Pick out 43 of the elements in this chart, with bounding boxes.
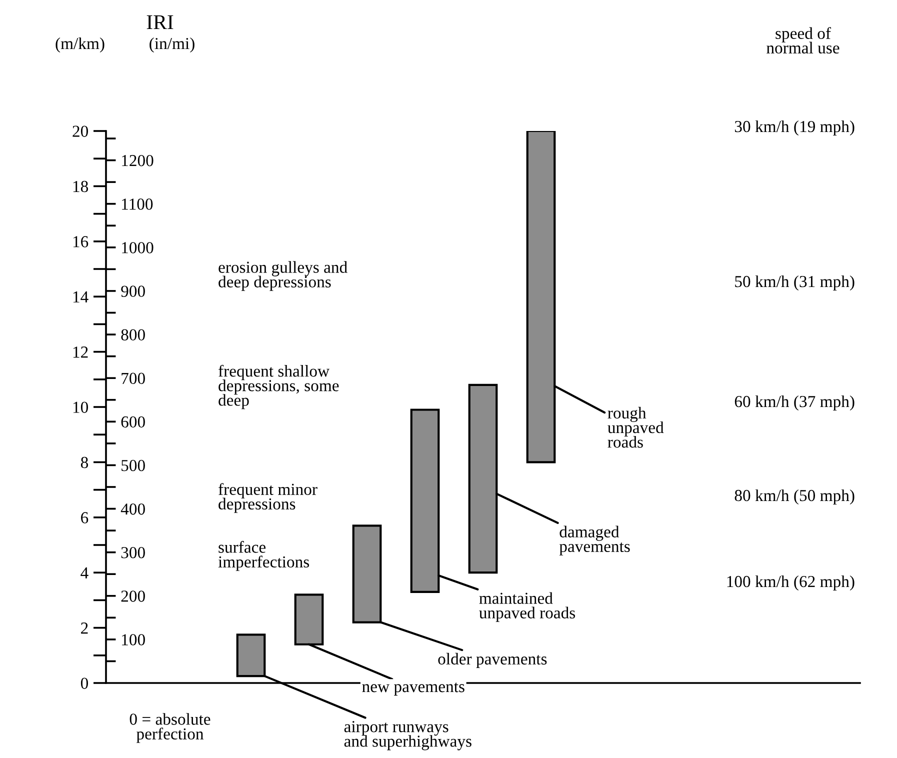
y2-tick-label: 200 <box>121 590 145 602</box>
text: speed of normal use <box>766 27 840 54</box>
annotation: maintained unpaved roads <box>479 592 576 622</box>
annotation: 80 km/h (50 mph) <box>734 489 854 505</box>
y-tick-label: 4 <box>80 567 88 578</box>
y2-tick-label: 100 <box>122 634 145 646</box>
annotation: older pavements <box>438 652 547 668</box>
y-axis-title: (m/km) <box>56 37 104 53</box>
annotation: surface imperfections <box>218 540 310 571</box>
y-tick-label: 0 <box>80 678 88 689</box>
y2-tick-label: 900 <box>121 286 145 297</box>
y-tick-label: 20 <box>72 126 88 137</box>
annotation: 60 km/h (37 mph) <box>734 395 854 411</box>
annotation: rough unpaved roads <box>608 406 664 448</box>
annotation: 30 km/h (19 mph) <box>734 120 854 136</box>
annotation: frequent minor depressions <box>218 483 318 513</box>
y2-tick-label: 400 <box>120 503 145 515</box>
y2-tick-label: 800 <box>121 329 145 340</box>
y-tick-label: 2 <box>81 622 88 634</box>
y2-tick-label: 300 <box>121 547 145 558</box>
y2-axis-title: (in/mi) <box>150 37 194 53</box>
y-tick-label: 14 <box>73 291 88 302</box>
chart-title: IRI <box>146 15 174 30</box>
text: 0 = absolute perfection <box>130 713 210 743</box>
y2-tick-label: 600 <box>121 416 145 428</box>
annotation: erosion gulleys and deep depressions <box>218 261 348 291</box>
y-tick-label: 8 <box>80 456 88 468</box>
y2-tick-label: 1100 <box>122 198 153 210</box>
annotation: 100 km/h (62 mph) <box>727 575 854 591</box>
y2-tick-label: 500 <box>122 460 145 472</box>
annotation: damaged pavements <box>559 526 630 556</box>
y-tick-label: 18 <box>73 180 88 192</box>
annotation: frequent shallow depressions, some deep <box>218 364 339 410</box>
y2-tick-label: 700 <box>122 372 145 384</box>
y2-tick-label: 1000 <box>122 242 154 254</box>
text: airport runways and superhighways <box>344 721 472 750</box>
y-tick-label: 16 <box>73 236 88 248</box>
annotation: new pavements <box>362 682 464 696</box>
annotation: 50 km/h (31 mph) <box>735 275 854 291</box>
y-tick-label: 12 <box>73 346 88 358</box>
y-tick-label: 6 <box>81 512 88 524</box>
y-tick-label: 10 <box>73 402 88 413</box>
y2-tick-label: 1200 <box>122 154 154 166</box>
